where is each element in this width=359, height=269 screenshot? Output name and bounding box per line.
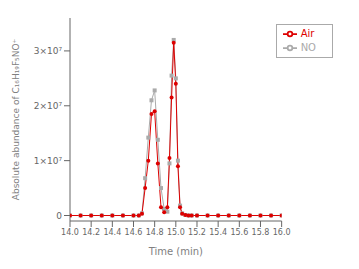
svg-text:15.6: 15.6 [230, 228, 248, 237]
svg-text:14.2: 14.2 [82, 228, 100, 237]
svg-text:14.0: 14.0 [61, 228, 79, 237]
svg-text:16.0: 16.0 [273, 228, 291, 237]
svg-text:15.0: 15.0 [167, 228, 185, 237]
svg-text:3×10⁷: 3×10⁷ [34, 46, 63, 56]
html-text:Air: Air [300, 28, 315, 39]
svg-text:Time (min): Time (min) [148, 246, 203, 257]
svg-text:15.8: 15.8 [252, 228, 270, 237]
svg-text:14.4: 14.4 [103, 228, 121, 237]
svg-text:0: 0 [56, 211, 62, 221]
svg-text:14.8: 14.8 [146, 228, 164, 237]
svg-text:1×10⁷: 1×10⁷ [34, 156, 63, 166]
svg-text:14.6: 14.6 [125, 228, 143, 237]
svg-text:Absolute abundance of C₁₆H₁₉F₅: Absolute abundance of C₁₆H₁₉F₅NO⁺ [11, 39, 21, 201]
html-text:NO: NO [300, 42, 316, 53]
svg-text:15.2: 15.2 [188, 228, 206, 237]
svg-text:2×10⁷: 2×10⁷ [34, 101, 63, 111]
svg-text:15.4: 15.4 [209, 228, 227, 237]
